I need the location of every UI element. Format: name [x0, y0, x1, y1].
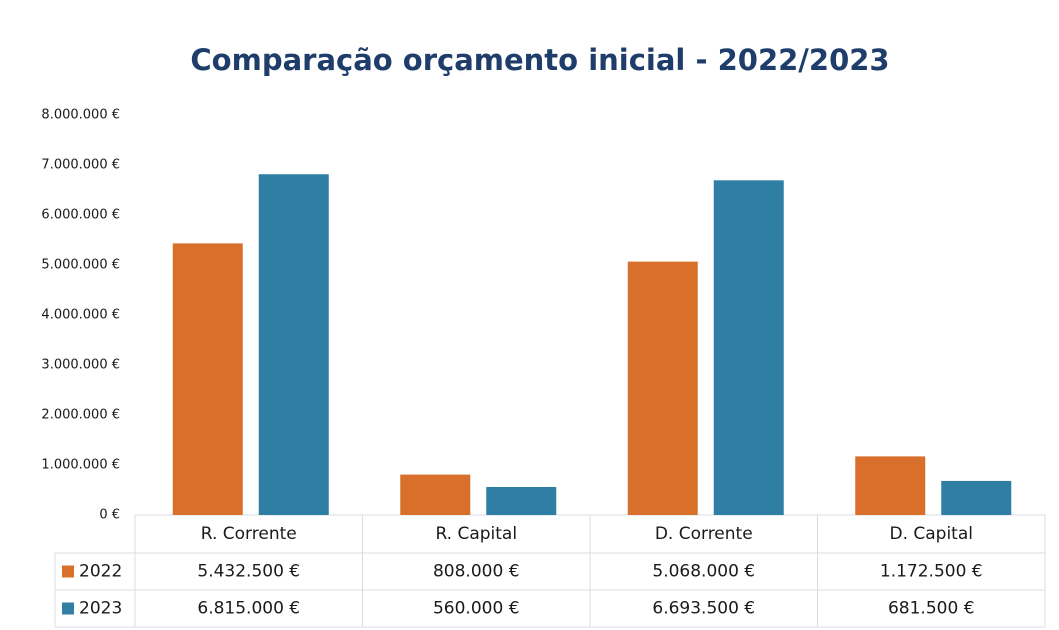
legend-swatch	[62, 565, 74, 578]
y-tick-label: 1.000.000 €	[41, 458, 120, 473]
bar	[486, 487, 557, 515]
table-value: 5.068.000 €	[652, 562, 755, 582]
bar	[713, 180, 784, 515]
bar	[172, 243, 243, 515]
bar	[400, 474, 471, 515]
table-value: 5.432.500 €	[197, 562, 300, 582]
x-tick-label: R. Capital	[435, 524, 517, 544]
y-tick-label: 2.000.000 €	[41, 408, 120, 423]
table-value: 681.500 €	[888, 599, 975, 619]
table-value: 1.172.500 €	[880, 562, 983, 582]
y-tick-label: 4.000.000 €	[41, 308, 120, 323]
y-tick-label: 6.000.000 €	[41, 208, 120, 223]
table-value: 808.000 €	[433, 562, 520, 582]
legend-label: 2023	[79, 599, 122, 619]
table-value: 560.000 €	[433, 599, 520, 619]
table-value: 6.693.500 €	[652, 599, 755, 619]
y-tick-label: 8.000.000 €	[41, 108, 120, 123]
y-tick-label: 0 €	[99, 508, 120, 523]
y-tick-label: 3.000.000 €	[41, 358, 120, 373]
chart-title: Comparação orçamento inicial - 2022/2023	[190, 43, 889, 77]
y-tick-label: 7.000.000 €	[41, 158, 120, 173]
x-tick-label: D. Corrente	[655, 524, 753, 544]
bar	[855, 456, 926, 515]
bar	[627, 261, 698, 515]
legend-label: 2022	[79, 562, 122, 582]
x-tick-label: D. Capital	[889, 524, 973, 544]
bar	[258, 174, 329, 515]
legend-swatch	[62, 602, 74, 615]
bar	[941, 480, 1012, 515]
x-tick-label: R. Corrente	[201, 524, 297, 544]
table-value: 6.815.000 €	[197, 599, 300, 619]
y-tick-label: 5.000.000 €	[41, 258, 120, 273]
